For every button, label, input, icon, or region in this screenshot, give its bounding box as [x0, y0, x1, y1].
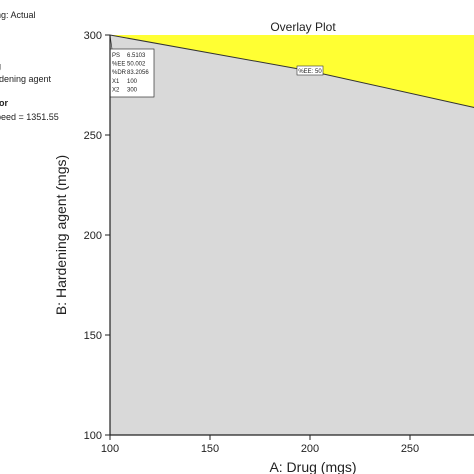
infeasible-region [110, 35, 474, 108]
flag-value: 50.002 [127, 62, 146, 68]
x-axis-title: A: Drug (mgs) [269, 459, 356, 474]
factors-label: g [0, 61, 1, 71]
y-tick-label: 250 [84, 130, 102, 142]
other-factor-heading: tor [0, 98, 8, 108]
contour-label-box [296, 65, 324, 76]
flag-value: 6.5103 [127, 53, 146, 59]
factor-b-label: rdening agent [0, 74, 52, 84]
y-tick-label: 100 [84, 430, 102, 442]
design-space-label: ng: Actual [0, 10, 36, 20]
x-tick-label: 200 [301, 443, 319, 455]
flag-key: X1 [112, 79, 120, 85]
axes: 100 150 200 250 100 150 200 250 300 [84, 30, 474, 455]
y-tick-label: 150 [84, 330, 102, 342]
flag-key: %DR [112, 70, 127, 76]
flag-key: X2 [112, 87, 120, 93]
flag-key: %EE [112, 62, 125, 68]
contour-line [109, 34, 474, 108]
x-tick-label: 250 [401, 443, 419, 455]
contour-label: %EE: 50 [298, 69, 322, 75]
feasible-region [110, 35, 474, 435]
y-axis-title: B: Hardening agent (mgs) [53, 155, 69, 315]
flag-value: 83.2056 [127, 70, 149, 76]
chart-title: Overlay Plot [270, 20, 336, 34]
flag-value: 300 [127, 87, 138, 93]
y-tick-label: 300 [84, 30, 102, 42]
flag-value: 100 [127, 79, 138, 85]
other-factor-value: peed = 1351.55 [0, 112, 59, 122]
x-tick-label: 150 [201, 443, 219, 455]
x-tick-label: 100 [101, 443, 119, 455]
y-tick-label: 200 [84, 230, 102, 242]
flag-key: PS [112, 53, 120, 59]
plot-area: %EE: 50 PS 6.5103%EE 50.002%DR 83.2056 X1 100 X… [109, 34, 474, 435]
